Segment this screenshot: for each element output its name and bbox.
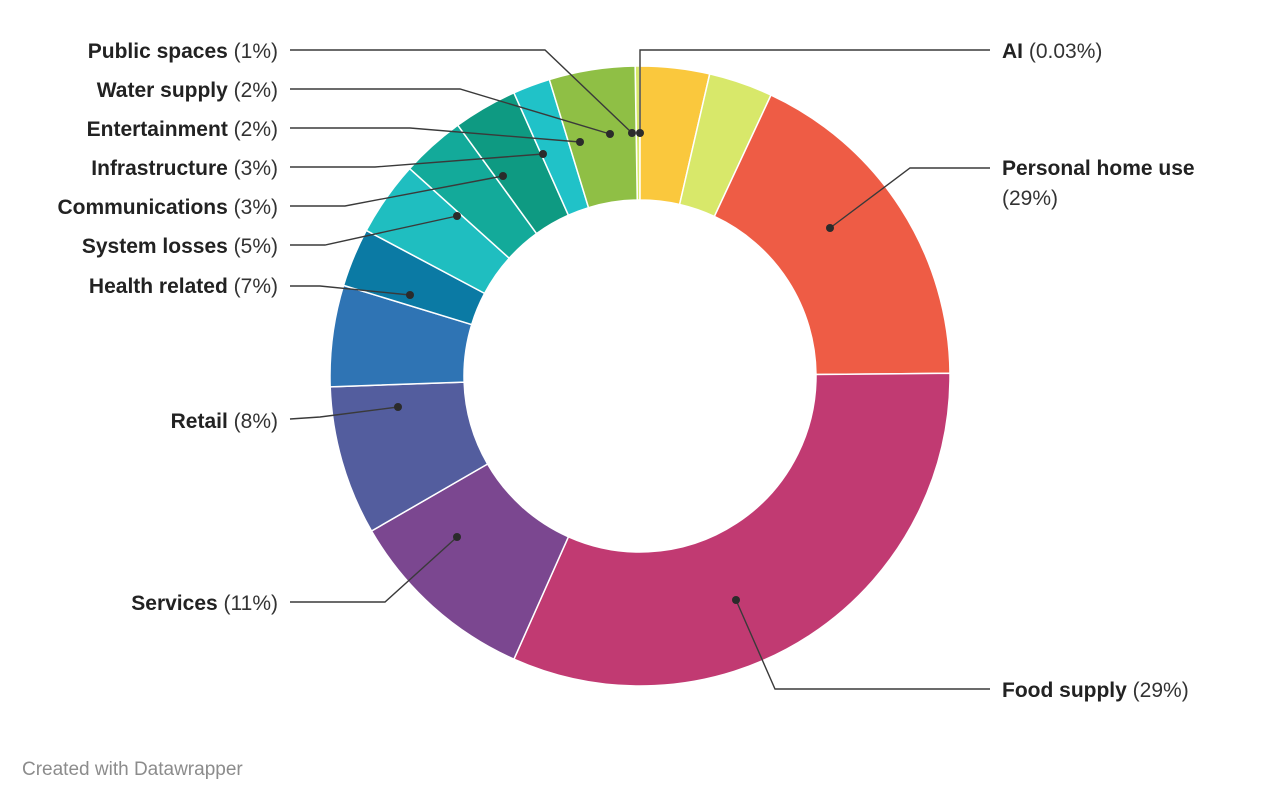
slice-label-name: Infrastructure <box>91 157 228 180</box>
leader-line-public-spaces <box>290 49 633 134</box>
slice-label-name: Communications <box>57 196 227 219</box>
leader-dot-communications <box>499 172 507 180</box>
leader-dot-entertainment <box>576 138 584 146</box>
slice-label-percent: (1%) <box>234 40 278 63</box>
leader-line-entertainment <box>290 127 581 143</box>
slice-label-percent: (3%) <box>234 157 278 180</box>
leader-line-communications <box>290 175 504 207</box>
leader-line-personal-home-use <box>829 167 990 229</box>
donut-slice-personal-home-use <box>713 94 951 376</box>
slice-label-public-spaces: Public spaces (1%) <box>88 40 278 63</box>
leader-line-water-supply <box>290 88 611 135</box>
leader-dot-public-spaces <box>628 129 636 137</box>
slice-label-name: Retail <box>171 410 228 433</box>
slice-label-name: Services <box>131 592 217 615</box>
slice-label-name: Health related <box>89 275 228 298</box>
slice-label-name: Personal home use <box>1002 157 1195 180</box>
leader-line-food-supply <box>735 599 990 690</box>
leader-line-retail <box>289 406 399 420</box>
donut-slice-food-supply <box>512 372 951 687</box>
leader-dot-health-related <box>406 291 414 299</box>
leader-dot-personal-home-use <box>826 224 834 232</box>
slice-label-percent: (8%) <box>234 410 278 433</box>
leader-dot-food-supply <box>732 596 740 604</box>
leader-dot-water-supply <box>606 130 614 138</box>
leader-dot-system-losses <box>453 212 461 220</box>
slice-label-name: Entertainment <box>87 118 228 141</box>
slice-label-personal-home-use: Personal home use (29%) <box>1002 157 1195 210</box>
slice-label-name: Water supply <box>97 79 228 102</box>
leader-dot-infrastructure <box>539 150 547 158</box>
leader-dot-ai <box>636 129 644 137</box>
slice-label-ai: AI (0.03%) <box>1002 40 1102 63</box>
slice-label-retail: Retail (8%) <box>171 410 278 433</box>
slice-label-name: Food supply <box>1002 679 1127 702</box>
slice-label-name: System losses <box>82 235 228 258</box>
slice-label-system-losses: System losses (5%) <box>82 235 278 258</box>
slice-label-infrastructure: Infrastructure (3%) <box>91 157 278 180</box>
leader-dot-services <box>453 533 461 541</box>
slice-label-water-supply: Water supply (2%) <box>97 79 278 102</box>
slice-label-entertainment: Entertainment (2%) <box>87 118 278 141</box>
slice-label-name: AI <box>1002 40 1023 63</box>
chart-credit: Created with Datawrapper <box>22 759 243 780</box>
slice-label-services: Services (11%) <box>131 592 278 615</box>
slice-labels: AI (0.03%) Public spaces (1%) Water supply… <box>57 40 1194 702</box>
slice-label-food-supply: Food supply (29%) <box>1002 679 1189 702</box>
slice-label-percent: (29%) <box>1002 187 1058 210</box>
slice-label-percent: (2%) <box>234 118 278 141</box>
leader-line-health-related <box>290 285 411 296</box>
leader-line-services <box>290 536 458 603</box>
slice-label-percent: (2%) <box>234 79 278 102</box>
slice-label-percent: (5%) <box>234 235 278 258</box>
leader-lines <box>289 49 990 690</box>
slice-label-name: Public spaces <box>88 40 228 63</box>
leader-line-system-losses <box>290 215 458 246</box>
slice-label-percent: (7%) <box>234 275 278 298</box>
slice-label-health-related: Health related (7%) <box>89 275 278 298</box>
slice-label-percent: (0.03%) <box>1029 40 1103 63</box>
slice-label-communications: Communications (3%) <box>57 196 278 219</box>
slice-label-percent: (11%) <box>224 592 278 615</box>
slice-label-percent: (3%) <box>234 196 278 219</box>
donut-slices <box>329 65 951 687</box>
leader-dot-retail <box>394 403 402 411</box>
leader-line-ai <box>639 49 990 133</box>
slice-label-percent: (29%) <box>1133 679 1189 702</box>
leader-line-infrastructure <box>290 153 544 168</box>
